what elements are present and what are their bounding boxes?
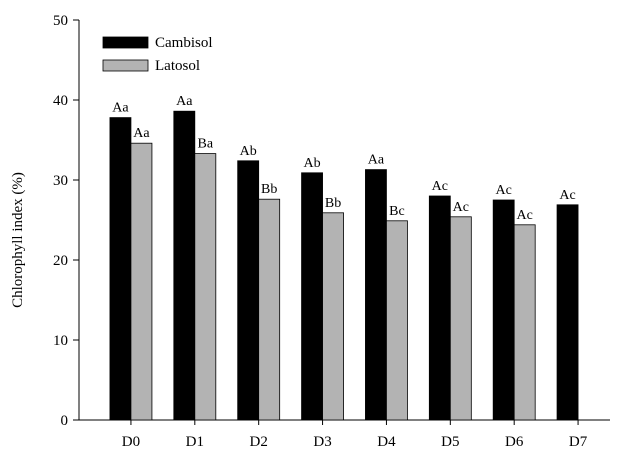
bar-latosol-d0 bbox=[130, 142, 153, 421]
x-tick-label: D3 bbox=[313, 434, 331, 450]
legend-label-cambisol: Cambisol bbox=[155, 35, 213, 51]
bar-latosol-d2 bbox=[258, 198, 281, 421]
bar-significance-label: Ac bbox=[432, 179, 448, 194]
bar-significance-label: Aa bbox=[368, 153, 385, 168]
bar-significance-label: Ba bbox=[198, 137, 214, 152]
bar-cambisol-d4 bbox=[365, 169, 387, 421]
x-tick-label: D6 bbox=[505, 434, 524, 450]
bar-cambisol-d2 bbox=[237, 160, 260, 421]
y-tick-label: 0 bbox=[61, 413, 69, 429]
bar-cambisol-d5 bbox=[428, 195, 451, 421]
bar-significance-label: Ac bbox=[559, 188, 575, 203]
y-tick-label: 30 bbox=[53, 173, 68, 189]
legend-swatch-cambisol bbox=[102, 36, 149, 49]
bar-significance-label: Aa bbox=[133, 126, 150, 141]
y-tick-label: 20 bbox=[53, 253, 68, 269]
bar-labels-group: Aa Aa Aa Ba Ab Bb Ab Bb Aa Bc Ac Ac Ac Ac Ac bbox=[112, 94, 575, 223]
y-tick-label: 50 bbox=[53, 13, 68, 29]
bar-significance-label: Aa bbox=[112, 101, 129, 116]
bar-latosol-d5 bbox=[449, 216, 472, 421]
bar-latosol-d3 bbox=[322, 212, 344, 421]
bars-group bbox=[109, 110, 579, 421]
bar-cambisol-d1 bbox=[173, 110, 196, 421]
x-tick-label: D0 bbox=[122, 434, 140, 450]
x-tick-label: D2 bbox=[250, 434, 268, 450]
bar-significance-label: Ac bbox=[517, 208, 533, 223]
y-tick-label: 10 bbox=[53, 333, 68, 349]
axes: 0 10 20 30 40 50 D0 D1 D2 D3 D4 D5 D6 D7 bbox=[53, 13, 610, 450]
bar-significance-label: Bb bbox=[325, 196, 341, 211]
bar-latosol-d1 bbox=[194, 153, 217, 421]
bar-significance-label: Aa bbox=[176, 94, 193, 109]
y-axis-label: Chlorophyll index (%) bbox=[10, 172, 26, 308]
x-tick-label: D4 bbox=[377, 434, 396, 450]
bar-cambisol-d6 bbox=[492, 199, 515, 421]
bar-cambisol-d3 bbox=[301, 172, 323, 421]
bar-significance-label: Ab bbox=[240, 144, 257, 159]
x-tick-label: D7 bbox=[569, 434, 588, 450]
bar-significance-label: Ab bbox=[304, 156, 321, 171]
bar-significance-label: Ac bbox=[453, 200, 469, 215]
legend-swatch-latosol bbox=[102, 59, 149, 72]
bar-significance-label: Bb bbox=[261, 182, 277, 197]
legend: Cambisol Latosol bbox=[102, 35, 213, 74]
x-tick-label: D5 bbox=[441, 434, 459, 450]
x-tick-label: D1 bbox=[186, 434, 204, 450]
bar-latosol-d4 bbox=[386, 220, 408, 421]
bar-significance-label: Ac bbox=[496, 183, 512, 198]
bar-cambisol-d0 bbox=[109, 117, 132, 421]
bar-cambisol-d7 bbox=[556, 204, 579, 421]
legend-label-latosol: Latosol bbox=[155, 58, 200, 74]
bar-significance-label: Bc bbox=[389, 204, 405, 219]
y-tick-label: 40 bbox=[53, 93, 68, 109]
bar-latosol-d6 bbox=[513, 224, 536, 421]
